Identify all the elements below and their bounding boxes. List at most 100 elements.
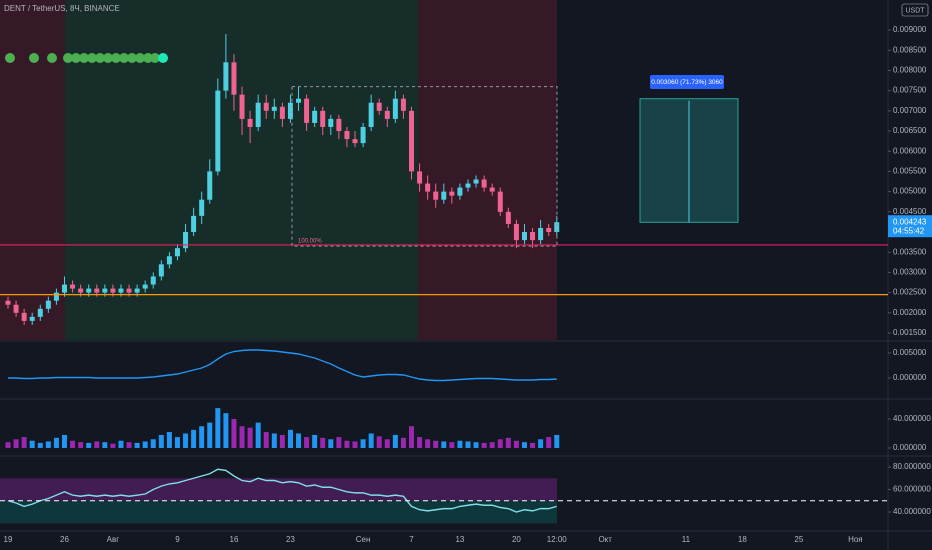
dot [5,53,15,63]
candle-body [37,308,43,317]
candle-body [45,300,51,309]
y-tick-label: 0.004500 [893,207,927,216]
volume-bar [110,443,116,448]
candle-body [215,90,221,172]
volume-bar [546,437,552,448]
chart-title: DENT / TetherUS, 8Ч, BINANCE [4,4,120,13]
volume-bar [457,440,463,448]
candle-body [505,211,511,224]
volume-bar [513,440,519,448]
candle-body [392,98,398,119]
x-tick-label: Окт [598,535,612,544]
zone-red [418,0,557,340]
volume-bar [118,440,124,448]
dot [95,53,105,63]
volume-bar [425,439,431,448]
volume-bar [505,437,511,448]
candle-body [134,288,140,293]
x-tick-label: 13 [455,535,464,544]
volume-bar [279,434,285,448]
candle-body [53,292,59,301]
dot [150,53,160,63]
candle-body [231,62,237,95]
range-box [291,86,558,247]
volume-bar [441,441,447,448]
y-tick-label: 0.008000 [893,66,927,75]
volume-bar [215,408,221,448]
y-tick-label: 0.003500 [893,247,927,256]
y-tick-label: 0.000000 [893,443,927,452]
volume-bar [29,440,35,448]
volume-bar [13,439,19,448]
volume-bar [344,440,350,448]
x-tick-label: 16 [230,535,239,544]
dot [143,53,153,63]
y-tick-label: 40.000000 [893,414,931,423]
x-tick-label: Авг [107,535,120,544]
y-tick-label: 0.002000 [893,308,927,317]
candle-body [29,316,35,321]
dot [63,53,73,63]
candle-body [336,118,342,132]
y-tick-label: 0.005000 [893,348,927,357]
y-tick-label: 0.009000 [893,25,927,34]
volume-bar [368,433,374,448]
dot [47,53,57,63]
volume-bar [86,442,92,448]
currency[interactable]: USDT [905,7,925,14]
candle-body [417,171,423,184]
candle-body [538,227,544,241]
x-tick-label: 20 [512,535,521,544]
volume-bar [481,442,487,448]
candle-body [312,110,318,123]
indicator-line [7,468,557,513]
volume-bar [199,426,205,448]
y-tick-label: 40.000000 [893,507,931,516]
candle-body [352,139,358,144]
y-tick-label: 0.003000 [893,268,927,277]
volume-bar [166,432,172,448]
volume-bar [102,442,108,448]
candle-body [554,222,560,233]
y-tick-label: 0.001500 [893,328,927,337]
candle-body [497,191,503,212]
volume-bar [231,418,237,448]
candle-body [400,98,406,111]
candle-body [78,288,84,293]
volume-bar [183,433,189,448]
dot [71,53,81,63]
volume-bar [328,439,334,448]
volume-bar [352,441,358,448]
volume-bar [312,434,318,448]
candle-body [279,106,285,119]
volume-bar [521,442,527,448]
y-tick-label: 0.006500 [893,126,927,135]
dot [87,53,97,63]
volume-bar [538,439,544,448]
volume-bar [174,437,180,448]
position-label: 0.003060 (71.73%) 3060 [651,79,723,86]
candle-body [166,256,172,265]
candle-body [199,199,205,216]
candle-body [473,179,479,184]
zone-red [0,0,65,340]
volume-bar [409,426,414,448]
currency-box[interactable] [901,3,929,17]
dot [79,53,89,63]
candle-body [530,232,536,241]
candle-body [183,232,189,249]
volume-bar [433,440,439,448]
range-label: 100.00% [298,239,322,245]
volume-bar [489,442,495,448]
x-tick-label: 26 [60,535,69,544]
volume-bar [320,437,326,448]
volume-bar [134,442,140,448]
y-tick-label: 0.000000 [893,373,927,382]
x-tick-label: 7 [409,535,414,544]
candle-body [94,288,100,293]
volume-bar [78,442,84,448]
volume-bar [271,433,277,448]
x-tick-label: 11 [682,535,691,544]
volume-bar [45,441,51,448]
volume-bar [239,426,245,448]
